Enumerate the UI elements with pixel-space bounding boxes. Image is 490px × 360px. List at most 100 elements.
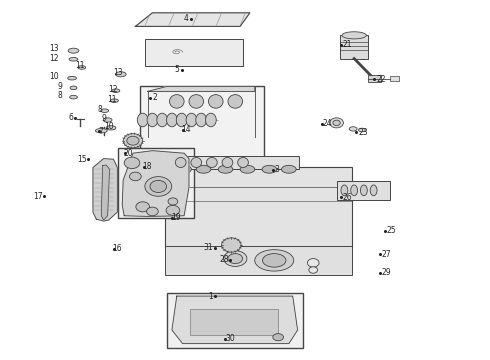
Ellipse shape xyxy=(189,95,203,108)
Ellipse shape xyxy=(167,113,177,127)
Polygon shape xyxy=(101,165,110,220)
Ellipse shape xyxy=(309,267,318,273)
Ellipse shape xyxy=(68,76,76,80)
Text: 13: 13 xyxy=(49,44,58,53)
Ellipse shape xyxy=(177,165,192,173)
Text: 17: 17 xyxy=(33,192,43,201)
Ellipse shape xyxy=(186,113,197,127)
Ellipse shape xyxy=(228,95,243,108)
Ellipse shape xyxy=(273,334,284,341)
Text: 24: 24 xyxy=(323,119,333,128)
Ellipse shape xyxy=(330,118,343,128)
Polygon shape xyxy=(122,151,189,216)
Text: 26: 26 xyxy=(343,193,352,202)
Ellipse shape xyxy=(168,198,178,205)
Text: 23: 23 xyxy=(358,128,368,137)
Ellipse shape xyxy=(361,185,368,196)
Text: 6: 6 xyxy=(69,113,74,122)
Ellipse shape xyxy=(263,253,286,267)
Ellipse shape xyxy=(166,205,180,215)
Ellipse shape xyxy=(116,72,126,77)
Ellipse shape xyxy=(147,113,158,127)
Text: 10: 10 xyxy=(49,72,58,81)
Ellipse shape xyxy=(137,113,148,127)
Bar xyxy=(118,148,194,217)
Text: 28: 28 xyxy=(220,255,229,264)
Text: 30: 30 xyxy=(225,334,235,343)
Ellipse shape xyxy=(359,128,366,132)
Ellipse shape xyxy=(196,165,211,173)
Ellipse shape xyxy=(103,118,112,122)
Ellipse shape xyxy=(170,95,184,108)
Ellipse shape xyxy=(206,157,217,167)
Text: 10: 10 xyxy=(105,122,114,131)
Ellipse shape xyxy=(238,157,248,167)
Bar xyxy=(145,39,243,66)
Ellipse shape xyxy=(307,258,319,267)
Text: 11: 11 xyxy=(74,61,84,70)
Bar xyxy=(165,167,352,248)
Ellipse shape xyxy=(370,185,377,196)
Ellipse shape xyxy=(228,253,243,264)
Text: 18: 18 xyxy=(143,162,152,171)
Ellipse shape xyxy=(175,157,186,167)
Ellipse shape xyxy=(69,58,78,61)
Bar xyxy=(191,309,278,336)
Text: 8: 8 xyxy=(98,105,102,114)
Text: 11: 11 xyxy=(108,95,117,104)
Text: 9: 9 xyxy=(57,82,62,91)
Text: 12: 12 xyxy=(49,54,58,63)
Ellipse shape xyxy=(351,185,358,196)
Text: 4: 4 xyxy=(184,14,189,23)
Ellipse shape xyxy=(101,109,109,112)
Bar xyxy=(167,156,298,169)
Bar xyxy=(167,293,303,348)
Text: 29: 29 xyxy=(381,268,391,277)
Bar xyxy=(368,75,381,82)
Bar xyxy=(337,181,390,200)
Text: 22: 22 xyxy=(376,75,386,84)
Ellipse shape xyxy=(145,177,172,196)
Text: 21: 21 xyxy=(343,40,352,49)
Text: 3: 3 xyxy=(274,166,279,175)
Ellipse shape xyxy=(218,165,233,173)
Ellipse shape xyxy=(68,48,79,53)
Ellipse shape xyxy=(196,113,206,127)
Ellipse shape xyxy=(124,157,140,168)
Text: 31: 31 xyxy=(204,243,213,252)
Ellipse shape xyxy=(282,165,296,173)
Text: 14: 14 xyxy=(182,126,191,135)
Text: 7: 7 xyxy=(98,127,103,136)
Ellipse shape xyxy=(136,202,149,212)
Text: 27: 27 xyxy=(381,250,391,259)
Ellipse shape xyxy=(129,172,141,181)
Ellipse shape xyxy=(150,180,167,193)
Ellipse shape xyxy=(240,165,255,173)
Ellipse shape xyxy=(333,120,340,126)
Ellipse shape xyxy=(255,249,294,271)
Text: 20: 20 xyxy=(123,149,133,158)
Text: 5: 5 xyxy=(174,66,179,75)
Ellipse shape xyxy=(111,99,118,103)
Text: 25: 25 xyxy=(386,226,396,235)
Ellipse shape xyxy=(349,127,357,131)
Ellipse shape xyxy=(205,113,216,127)
Polygon shape xyxy=(147,86,255,91)
Bar xyxy=(140,86,265,157)
Bar xyxy=(165,246,352,275)
Text: 9: 9 xyxy=(101,114,106,123)
Text: 15: 15 xyxy=(77,155,87,164)
Ellipse shape xyxy=(191,157,202,167)
Text: 19: 19 xyxy=(171,213,181,222)
Ellipse shape xyxy=(341,185,348,196)
Ellipse shape xyxy=(222,157,233,167)
Bar xyxy=(340,35,368,59)
Ellipse shape xyxy=(221,238,241,252)
Ellipse shape xyxy=(262,165,277,173)
Polygon shape xyxy=(135,13,250,26)
Bar xyxy=(390,76,399,81)
Text: 16: 16 xyxy=(113,244,122,253)
Ellipse shape xyxy=(223,251,247,266)
Text: 12: 12 xyxy=(109,85,118,94)
Ellipse shape xyxy=(147,207,158,216)
